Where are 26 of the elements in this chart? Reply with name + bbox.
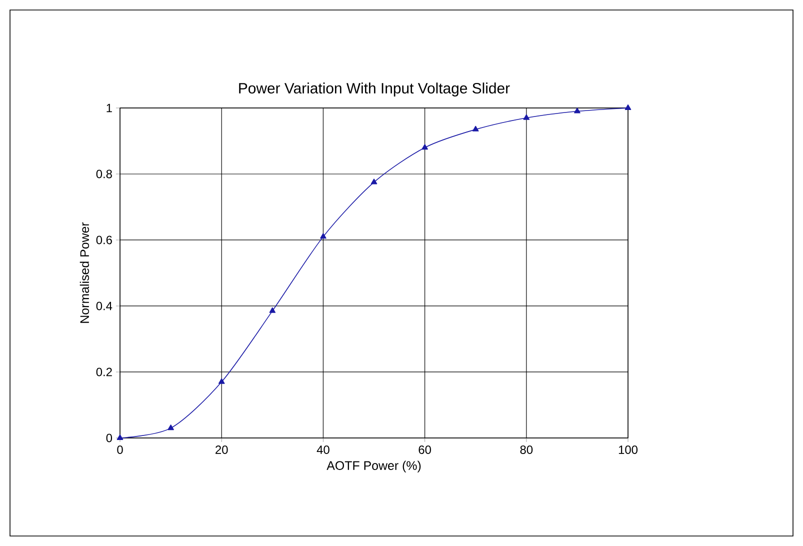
y-tick-label: 0 [106,434,112,442]
point [320,233,326,239]
point [370,178,378,184]
chart-title: Power Variation With Input Voltage Slider [239,82,510,96]
x-tick-label: 0 [117,446,123,454]
y-axis-title: Normalised Power [80,222,90,323]
x-tick-label: 60 [418,446,431,454]
x-axis-title: AOTF Power (%) [326,460,421,472]
y-tick-label: 0.6 [96,236,112,244]
y-tick-label: 0.4 [96,302,112,310]
point [218,378,225,384]
point [472,126,479,132]
point [269,307,276,313]
point [422,144,428,150]
x-tick-label: 40 [316,446,330,454]
y-tick-label: 0.8 [96,170,112,178]
x-tick-label: 20 [216,446,228,454]
y-tick-label: 0.2 [96,368,112,376]
point [574,108,580,114]
point [523,114,530,120]
point [624,104,632,110]
y-tick-label: 1 [106,104,112,112]
x-tick-label: 80 [520,446,533,454]
point [116,434,124,440]
point [168,424,174,430]
x-tick-label: 100 [618,446,638,454]
